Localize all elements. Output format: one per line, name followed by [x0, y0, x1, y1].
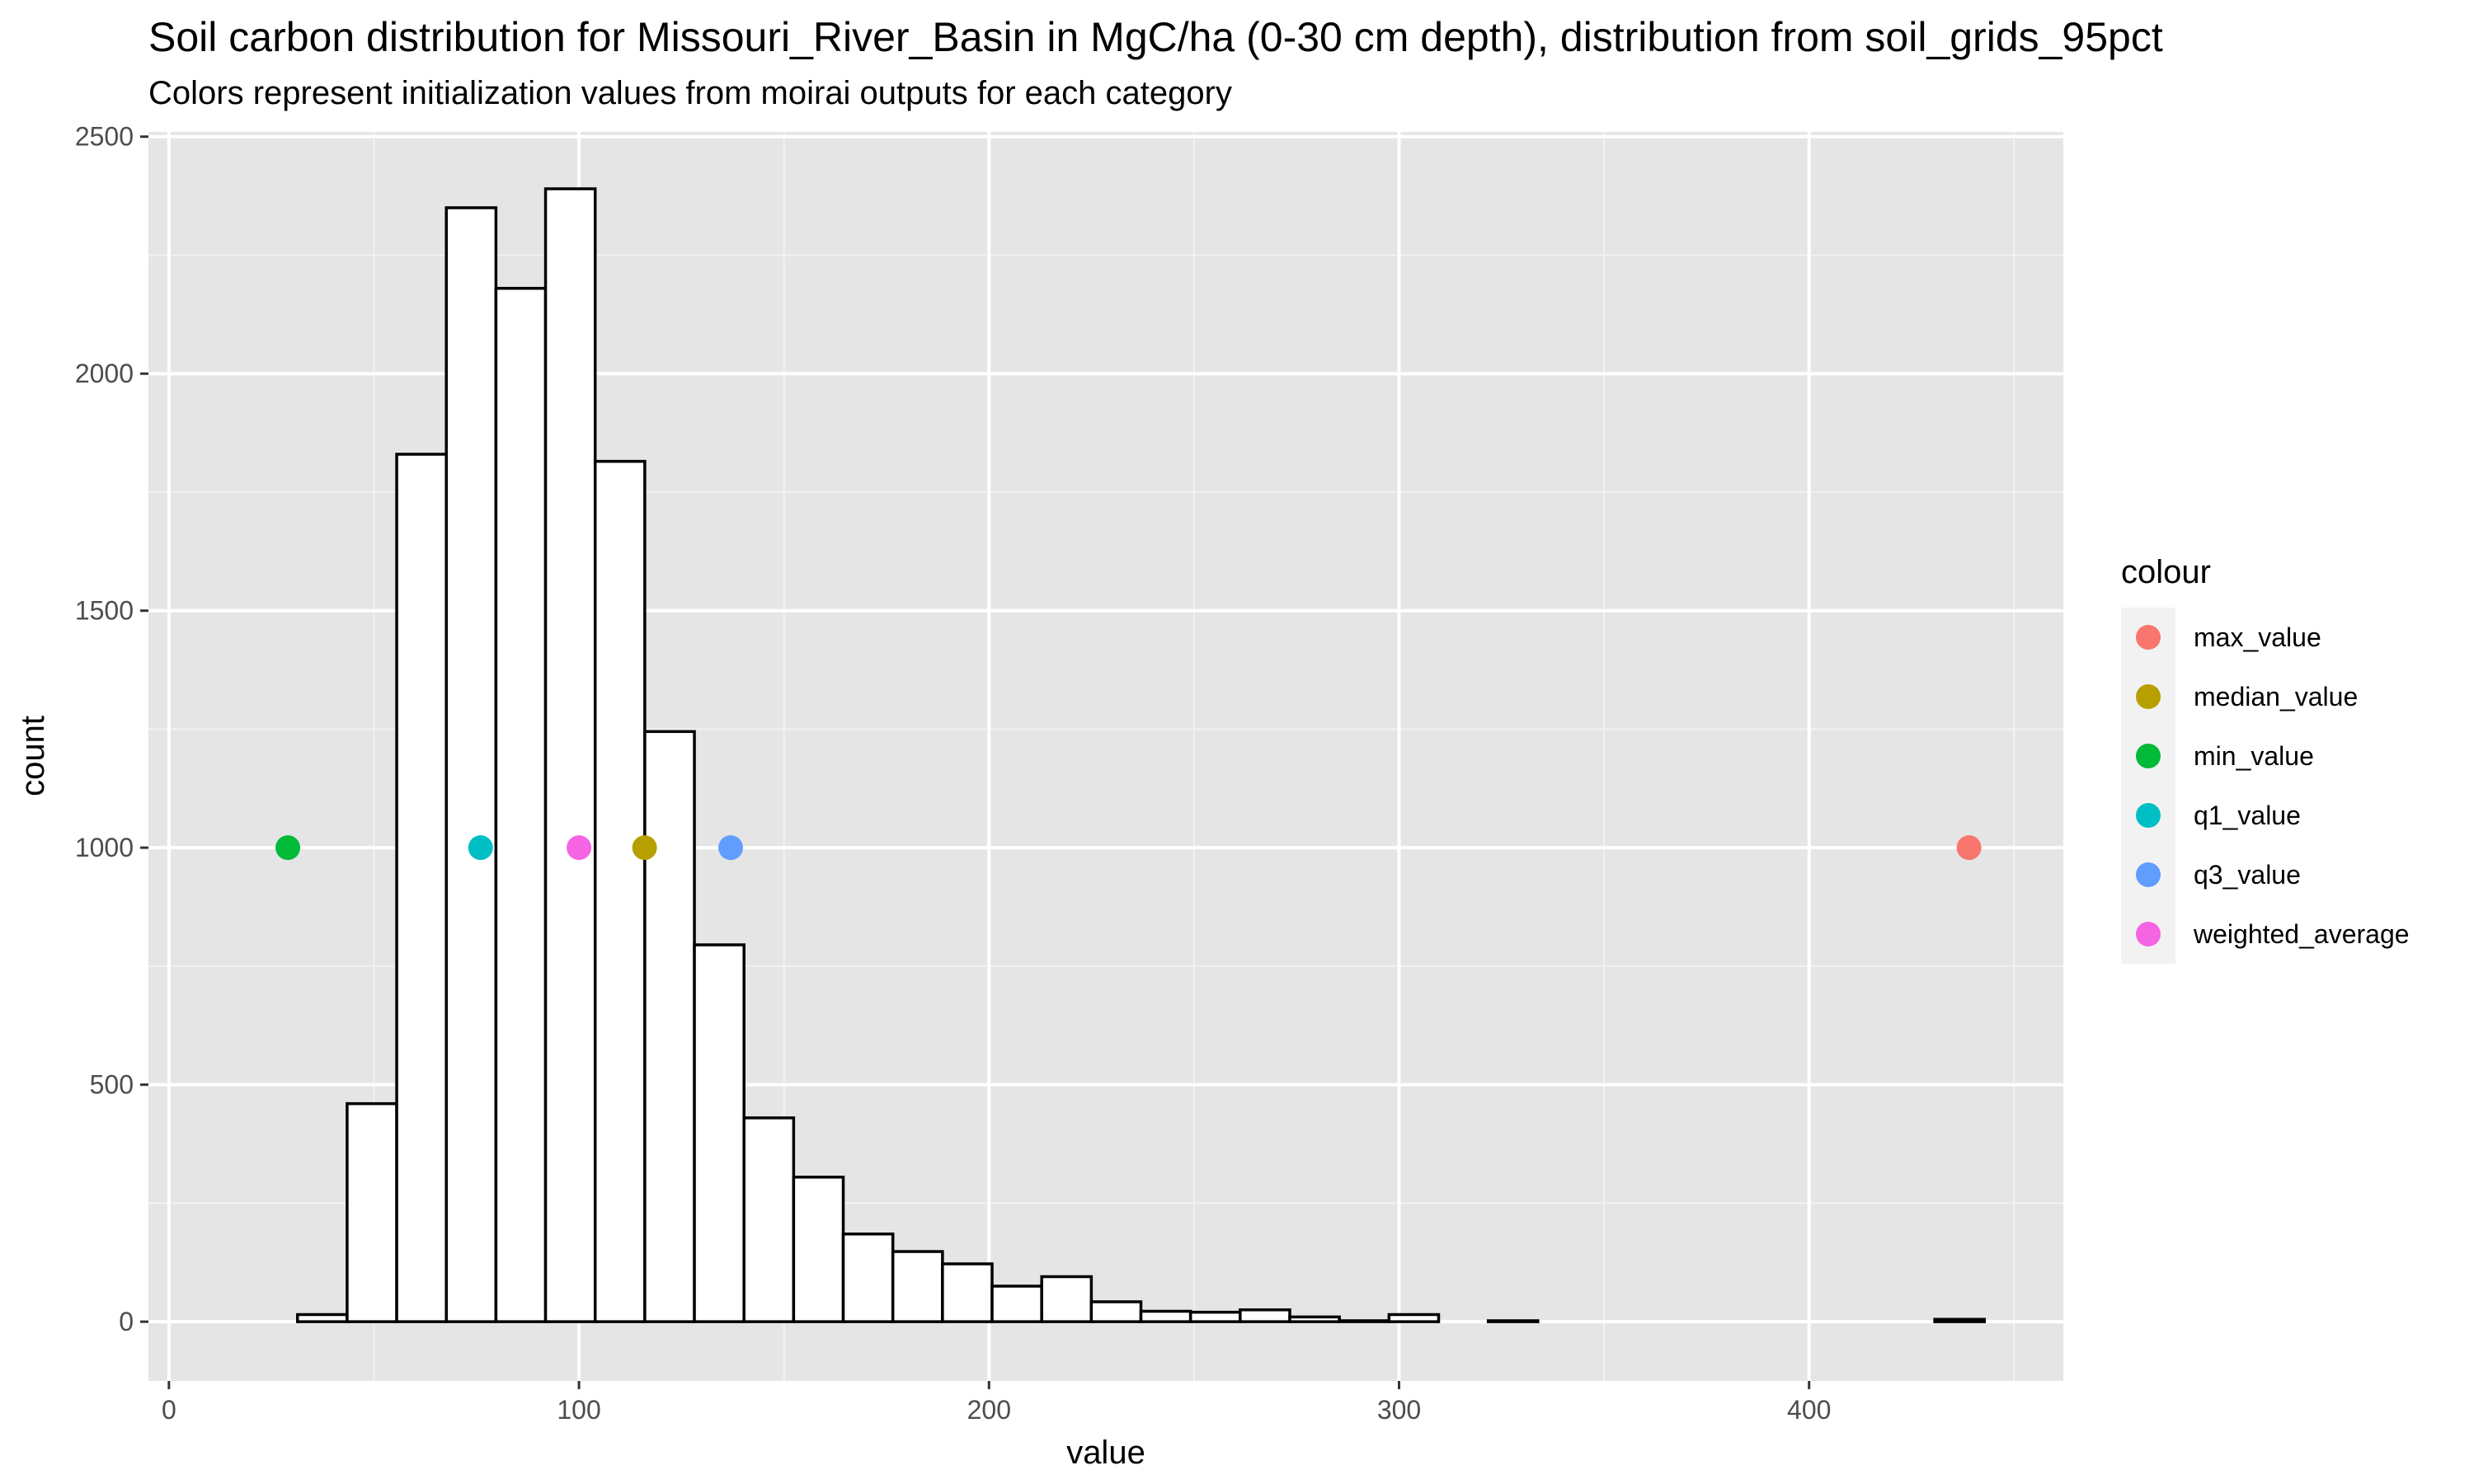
histogram-bar [1933, 1317, 1987, 1323]
y-tick-label: 500 [90, 1070, 134, 1100]
point-q1-value [468, 835, 493, 861]
histogram-bar [1188, 1310, 1242, 1323]
legend-swatch [2136, 684, 2161, 709]
y-tick-label: 0 [119, 1307, 134, 1336]
y-tick-label: 1000 [75, 833, 134, 862]
histogram-bar [295, 1313, 349, 1323]
histogram-bar [693, 943, 745, 1323]
y-axis-title: count [15, 716, 51, 796]
y-axis: 0 500 1000 1500 2000 2500 [75, 122, 148, 1336]
histogram-bar [1139, 1309, 1192, 1323]
histogram-bar [1387, 1313, 1441, 1323]
x-tick-label: 0 [162, 1395, 176, 1425]
histogram-bar [346, 1101, 398, 1323]
point-q3-value [718, 835, 744, 861]
x-axis-title: value [1066, 1435, 1145, 1471]
y-tick-label: 2000 [75, 359, 134, 388]
histogram-bar [593, 459, 647, 1323]
x-tick-label: 300 [1377, 1395, 1421, 1425]
legend-swatch [2136, 803, 2161, 828]
histogram-bar [444, 206, 498, 1323]
histogram-bar [941, 1262, 994, 1323]
x-tick-label: 400 [1787, 1395, 1831, 1425]
legend-swatch [2136, 744, 2161, 768]
histogram-bar [792, 1176, 845, 1323]
histogram-bar [742, 1116, 796, 1323]
legend-label: q3_value [2194, 860, 2301, 890]
histogram-bar [1288, 1315, 1341, 1323]
histogram-bar [1040, 1275, 1094, 1323]
legend-label: min_value [2194, 741, 2314, 771]
legend: colour max_value median_value min_value q1_… [2121, 554, 2410, 964]
legend-swatch [2136, 922, 2161, 946]
legend-swatch [2136, 625, 2161, 650]
histogram-bar [1486, 1319, 1540, 1323]
chart-subtitle: Colors represent initialization values f… [148, 75, 1232, 111]
legend-label: weighted_average [2193, 919, 2410, 949]
summary-points [275, 835, 1982, 861]
legend-label: max_value [2194, 622, 2321, 652]
histogram-bar [990, 1284, 1043, 1323]
point-weighted-average [567, 835, 592, 861]
point-min-value [275, 835, 301, 861]
histogram-bar [1089, 1300, 1143, 1323]
histogram-bar [841, 1233, 895, 1323]
histogram-bar [543, 187, 597, 1323]
y-tick-label: 1500 [75, 596, 134, 626]
legend-label: median_value [2194, 682, 2358, 711]
histogram-bar [891, 1250, 944, 1323]
x-axis: 0 100 200 300 400 [162, 1381, 1831, 1425]
x-tick-label: 200 [967, 1395, 1011, 1425]
histogram-bar [1239, 1308, 1291, 1323]
legend-swatch [2136, 862, 2161, 887]
histogram-bars [295, 187, 1987, 1323]
point-max-value [1956, 835, 1982, 861]
histogram-bar [643, 730, 696, 1323]
histogram-bar [395, 453, 448, 1323]
x-tick-label: 100 [557, 1395, 600, 1425]
histogram-bar [494, 286, 548, 1323]
legend-label: q1_value [2194, 801, 2301, 830]
histogram-bar [1338, 1319, 1391, 1323]
chart-title: Soil carbon distribution for Missouri_Ri… [148, 14, 2163, 60]
y-tick-label: 2500 [75, 122, 134, 152]
legend-title: colour [2121, 554, 2211, 590]
point-median-value [632, 835, 657, 861]
